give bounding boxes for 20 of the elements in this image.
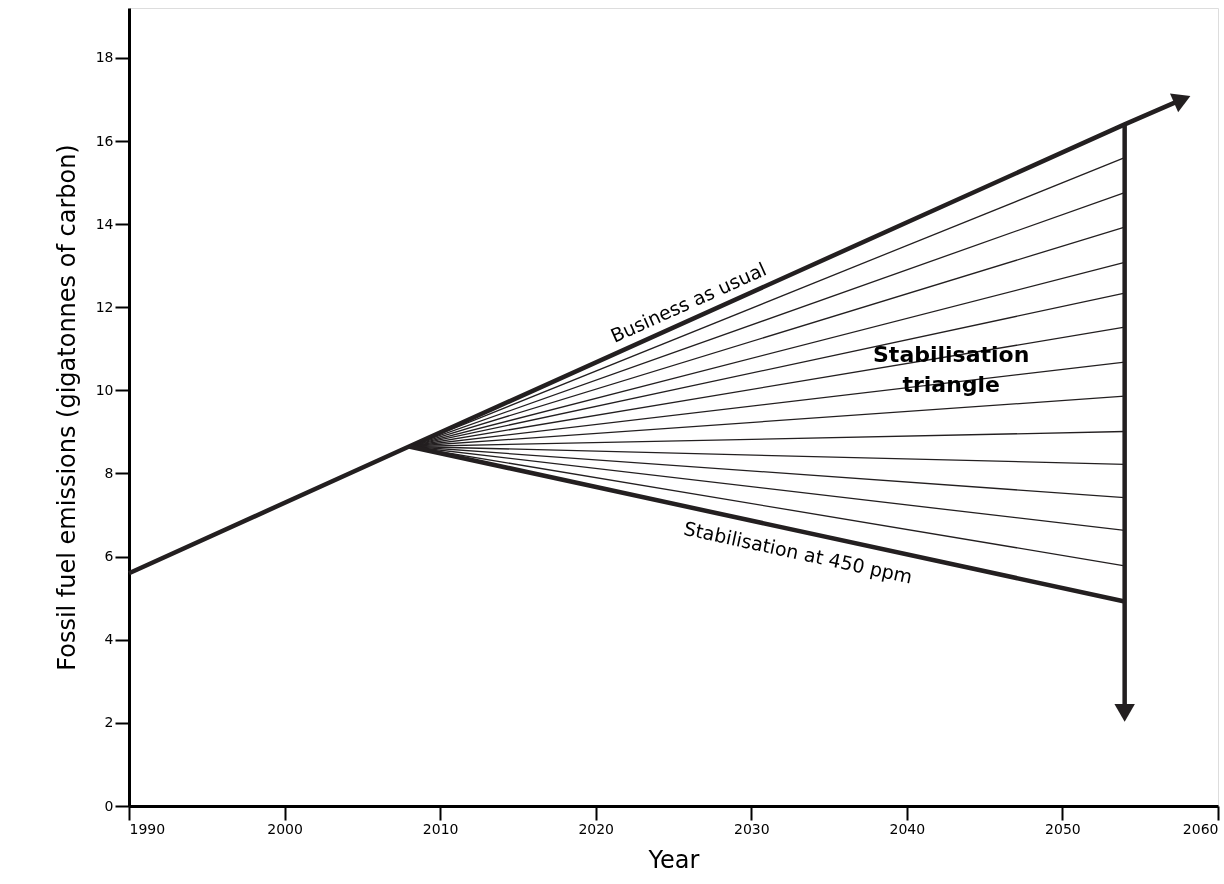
x-tick-label: 2030 xyxy=(733,820,770,837)
y-tick-label: 4 xyxy=(104,631,114,648)
y-tick-label: 18 xyxy=(95,49,114,66)
x-tick-label: 1990 xyxy=(129,820,166,837)
y-tick-label: 8 xyxy=(104,465,114,481)
y-tick-label: 12 xyxy=(95,298,114,315)
y-tick-label: 16 xyxy=(95,132,114,149)
x-tick-label: 2040 xyxy=(889,820,926,837)
x-tick-label: 2050 xyxy=(1045,820,1081,837)
y-axis-title: Fossil fuel emissions (gigatonnes of carbon) xyxy=(52,144,81,671)
y-tick-label: 0 xyxy=(104,797,114,814)
y-tick-label: 2 xyxy=(104,714,114,731)
y-tick-label: 10 xyxy=(95,381,114,398)
y-tick-label: 14 xyxy=(95,215,114,232)
x-tick-label: 2060 xyxy=(1182,820,1219,837)
x-tick-label: 2020 xyxy=(578,820,615,837)
x-tick-label: 2010 xyxy=(422,820,459,837)
x-axis-title: Year xyxy=(647,845,700,874)
x-tick-label: 2000 xyxy=(267,820,303,837)
y-tick-label: 6 xyxy=(104,548,114,565)
